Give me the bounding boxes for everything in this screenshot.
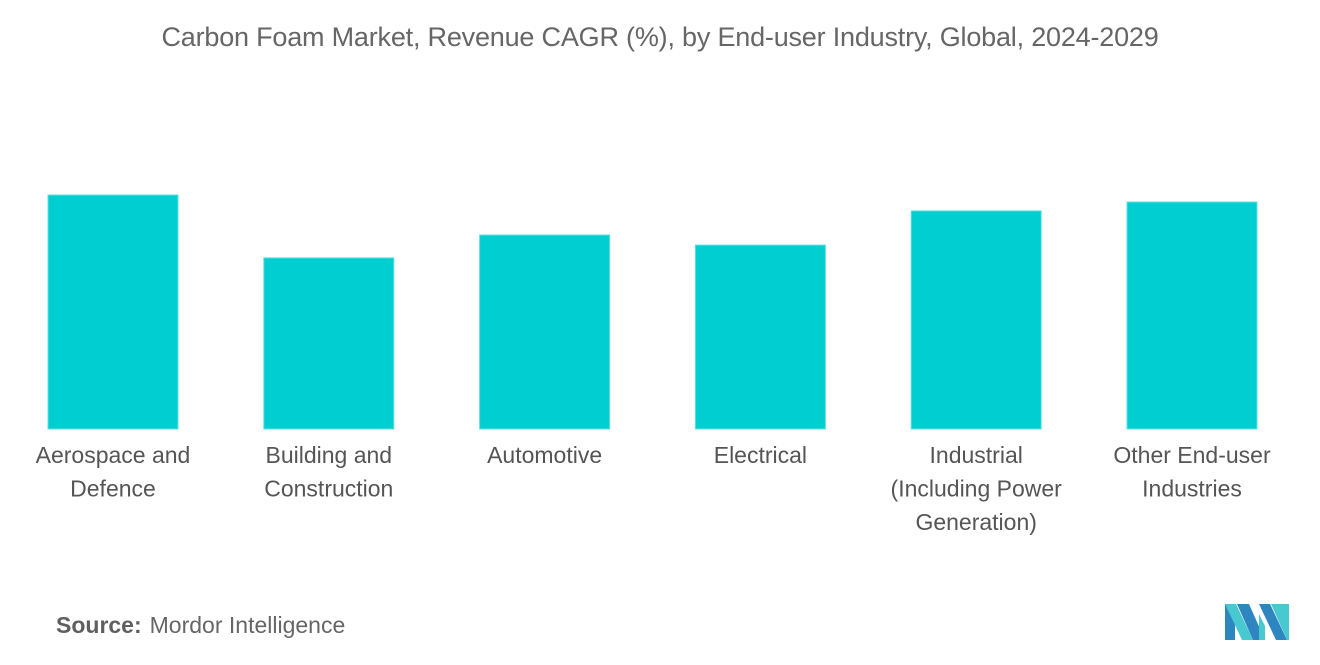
bar-3 — [694, 244, 826, 430]
x-tick-label-0: Aerospace and Defence — [36, 442, 191, 502]
bars-group — [47, 194, 1258, 430]
bar-chart: Aerospace and Defence Building and Construc… — [36, 194, 1271, 535]
bar-2 — [479, 234, 611, 430]
x-tick-label-2: Automotive — [487, 442, 602, 468]
bar-5 — [1126, 201, 1258, 430]
bar-1 — [263, 257, 395, 430]
x-tick-label-3: Electrical — [714, 442, 807, 468]
bar-4 — [910, 210, 1042, 430]
x-tick-label-5: Other End-user Industries — [1113, 442, 1271, 502]
x-tick-label-4: Industrial (Including Power Generation) — [891, 442, 1063, 535]
mordor-intelligence-logo-icon — [1225, 604, 1289, 640]
source-text: Mordor Intelligence — [149, 612, 346, 638]
x-axis-labels: Aerospace and Defence Building and Construc… — [36, 442, 1271, 535]
x-tick-label-1: Building and Construction — [264, 442, 393, 502]
source-note: Source: Mordor Intelligence — [56, 612, 345, 639]
source-label: Source: — [56, 612, 142, 638]
chart-title: Carbon Foam Market, Revenue CAGR (%), by… — [161, 22, 1159, 52]
bar-0 — [47, 194, 179, 430]
